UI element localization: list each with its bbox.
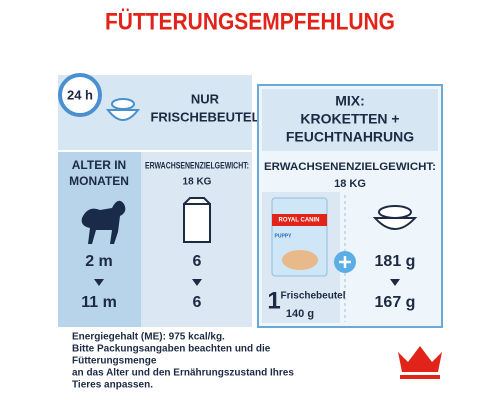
clock-label: 24 h [67, 87, 93, 102]
pouch-count: 1 [267, 287, 280, 314]
arrow [192, 279, 202, 286]
arrow [390, 279, 400, 286]
dog-icon [81, 200, 126, 244]
bowl-icon [105, 98, 141, 121]
pouch-weight: 18 KG [183, 177, 212, 188]
kibble-value: 181 g [375, 253, 416, 270]
left-header: FRISCHEBEUTEL [150, 109, 259, 124]
arrow [94, 279, 104, 286]
age-header: MONATEN [69, 174, 129, 188]
footer-line: Tieres anpassen. [72, 380, 153, 391]
pouch-label: Frischebeutel [280, 291, 345, 302]
pouch-product: PUPPY [275, 233, 293, 239]
right-header: KROKETTEN + [300, 111, 399, 127]
age-value: 11 m [81, 294, 117, 311]
right-header-box [262, 89, 438, 151]
title: FÜTTERUNGSEMPFEHLUNG [105, 8, 395, 35]
right-header: FEUCHTNAHRUNG [286, 129, 414, 145]
pouch-brand: ROYAL CANIN [278, 218, 319, 224]
right-header: MIX: [335, 93, 365, 109]
pouch-image: ROYAL CANIN PUPPY [271, 197, 328, 277]
right-subheader: ERWACHSENENZIELGEWICHT: [264, 161, 436, 173]
right-weight: 18 KG [334, 178, 366, 190]
left-header: NUR [191, 91, 220, 106]
plus-sign [339, 256, 351, 268]
age-value: 2 m [85, 253, 113, 270]
brand-crown [398, 346, 442, 372]
footer-line: Bitte Packungsangaben beachten und die [72, 344, 271, 355]
pouch-value: 6 [193, 253, 202, 270]
footer-line: Energiegehalt (ME): 975 kcal/kg. [72, 332, 225, 343]
clock-icon [58, 73, 102, 117]
footer-line: an das Alter und den Ernährungszustand I… [72, 368, 294, 379]
pouch-icon [183, 197, 211, 243]
brand-bar [400, 375, 440, 379]
kibble-value: 167 g [375, 294, 416, 311]
bowl-icon [372, 205, 418, 230]
age-column [58, 152, 141, 327]
footer: Energiegehalt (ME): 975 kcal/kg. Bitte P… [72, 332, 294, 391]
age-header: ALTER IN [72, 158, 126, 172]
pouch-header: ERWACHSENENZIELGEWICHT: [145, 160, 249, 170]
pouch-value: 6 [193, 294, 202, 311]
footer-line: Fütterungsmenge [72, 356, 157, 367]
pouch-grams: 140 g [286, 308, 314, 320]
